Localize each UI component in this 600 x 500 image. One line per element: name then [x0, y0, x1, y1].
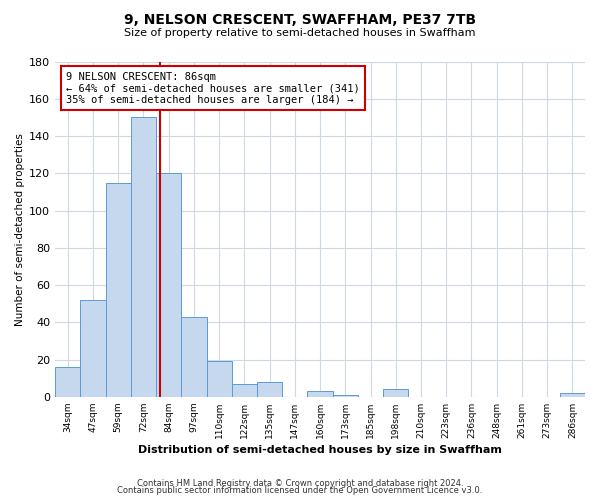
- Text: 9, NELSON CRESCENT, SWAFFHAM, PE37 7TB: 9, NELSON CRESCENT, SWAFFHAM, PE37 7TB: [124, 12, 476, 26]
- Bar: [80, 300, 106, 397]
- Bar: [257, 382, 282, 397]
- Bar: [332, 395, 358, 397]
- Bar: [206, 362, 232, 397]
- Bar: [560, 393, 585, 397]
- Bar: [55, 367, 80, 397]
- Bar: [156, 174, 181, 397]
- Bar: [181, 316, 206, 397]
- Text: Contains public sector information licensed under the Open Government Licence v3: Contains public sector information licen…: [118, 486, 482, 495]
- Text: Size of property relative to semi-detached houses in Swaffham: Size of property relative to semi-detach…: [124, 28, 476, 38]
- Text: 9 NELSON CRESCENT: 86sqm
← 64% of semi-detached houses are smaller (341)
35% of : 9 NELSON CRESCENT: 86sqm ← 64% of semi-d…: [66, 72, 359, 105]
- Bar: [232, 384, 257, 397]
- Text: Contains HM Land Registry data © Crown copyright and database right 2024.: Contains HM Land Registry data © Crown c…: [137, 478, 463, 488]
- X-axis label: Distribution of semi-detached houses by size in Swaffham: Distribution of semi-detached houses by …: [138, 445, 502, 455]
- Bar: [383, 390, 409, 397]
- Bar: [106, 182, 131, 397]
- Bar: [307, 391, 332, 397]
- Y-axis label: Number of semi-detached properties: Number of semi-detached properties: [15, 132, 25, 326]
- Bar: [131, 118, 156, 397]
